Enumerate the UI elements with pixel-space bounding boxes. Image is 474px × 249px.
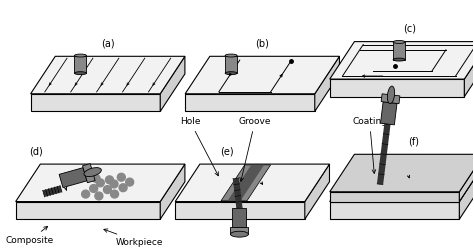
Text: Coating: Coating [352, 117, 387, 173]
Ellipse shape [74, 54, 86, 57]
Polygon shape [459, 164, 474, 219]
Polygon shape [330, 164, 474, 202]
Polygon shape [228, 165, 264, 201]
Polygon shape [59, 168, 87, 187]
Polygon shape [31, 94, 160, 111]
Polygon shape [330, 202, 459, 219]
Text: (b): (b) [255, 38, 269, 49]
Bar [393, 42, 405, 60]
Polygon shape [175, 202, 305, 219]
Circle shape [90, 185, 98, 192]
Circle shape [118, 173, 125, 181]
Polygon shape [221, 165, 271, 201]
Polygon shape [381, 102, 397, 125]
Circle shape [126, 178, 134, 186]
Text: Groove: Groove [239, 117, 271, 181]
Circle shape [119, 184, 127, 192]
Bar [74, 56, 86, 73]
Polygon shape [185, 56, 339, 94]
Ellipse shape [393, 41, 405, 43]
Ellipse shape [230, 231, 248, 237]
Polygon shape [315, 56, 339, 111]
Polygon shape [160, 164, 185, 219]
Text: (a): (a) [101, 38, 115, 49]
Polygon shape [185, 94, 315, 111]
Polygon shape [465, 42, 474, 97]
Ellipse shape [387, 86, 395, 104]
Text: (c): (c) [403, 24, 416, 34]
Text: (f): (f) [408, 136, 419, 146]
Ellipse shape [84, 168, 101, 177]
Text: (d): (d) [29, 146, 43, 156]
Polygon shape [330, 79, 465, 97]
Text: Workpiece: Workpiece [104, 229, 163, 247]
Ellipse shape [393, 58, 405, 61]
Polygon shape [16, 164, 185, 202]
Circle shape [106, 176, 113, 184]
Ellipse shape [225, 54, 237, 57]
Circle shape [103, 186, 111, 193]
Polygon shape [230, 227, 248, 234]
Text: (e): (e) [220, 146, 234, 156]
Ellipse shape [74, 72, 86, 75]
Text: Composite: Composite [6, 226, 54, 245]
Polygon shape [330, 192, 459, 202]
Ellipse shape [225, 72, 237, 75]
Polygon shape [160, 56, 185, 111]
Circle shape [92, 174, 100, 182]
Bar [225, 56, 237, 73]
Polygon shape [459, 154, 474, 202]
Circle shape [96, 179, 104, 187]
Polygon shape [232, 208, 246, 227]
Text: Hole: Hole [180, 117, 219, 176]
Polygon shape [381, 94, 400, 104]
Polygon shape [175, 164, 329, 202]
Circle shape [95, 192, 103, 200]
Polygon shape [330, 154, 474, 192]
Polygon shape [16, 202, 160, 219]
Polygon shape [82, 164, 95, 183]
Circle shape [110, 190, 118, 198]
Circle shape [110, 180, 118, 188]
Polygon shape [31, 56, 185, 94]
Circle shape [82, 190, 90, 198]
Polygon shape [330, 42, 474, 79]
Polygon shape [305, 164, 329, 219]
